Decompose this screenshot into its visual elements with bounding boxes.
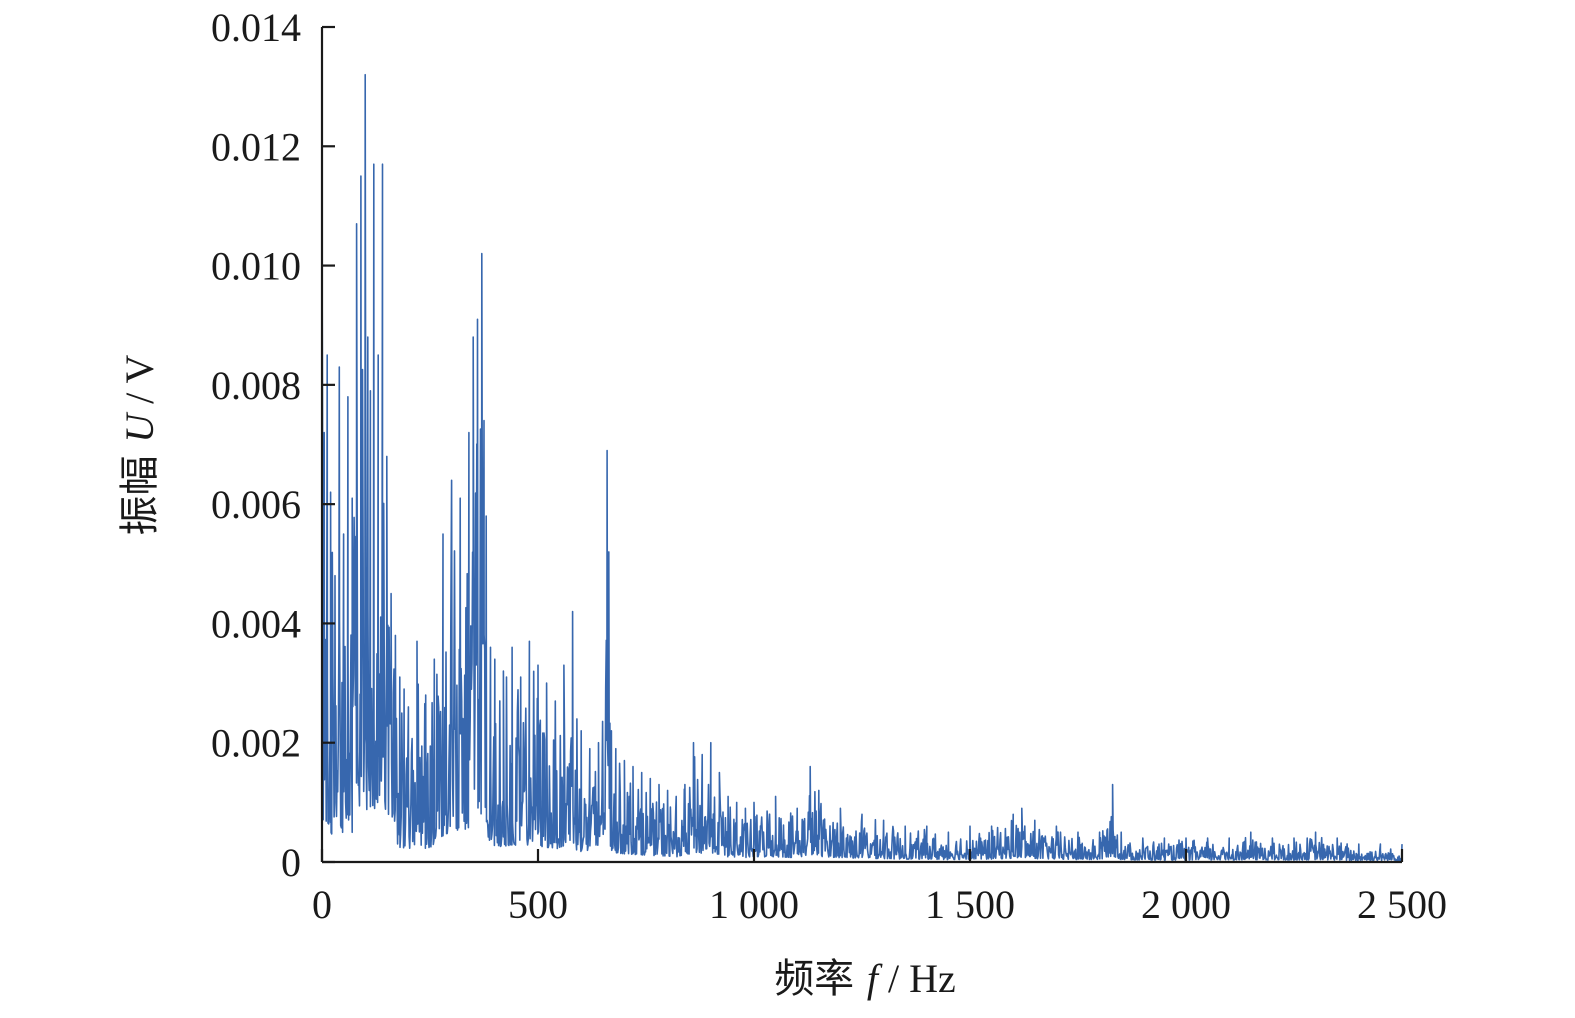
spectrum-data-layer: [321, 73, 1403, 862]
x-tick-label: 2 500: [1357, 882, 1447, 927]
y-tick-label: 0.002: [211, 721, 301, 766]
y-tick-label: 0.004: [211, 601, 301, 646]
y-tick-label: 0.008: [211, 363, 301, 408]
y-axis-ticks: 0 0.002 0.004 0.006 0.008 0.010 0.012 0.014: [211, 5, 335, 885]
x-tick-label: 2 000: [1141, 882, 1231, 927]
x-axis-title: 频率 f / Hz: [774, 956, 956, 1002]
y-tick-label: 0.012: [211, 124, 301, 169]
x-axis-title-prefix: 频率: [774, 956, 867, 1002]
y-axis-title-unit: / V: [117, 354, 162, 413]
x-axis-ticks: 0 500 1 000 1 500 2 000 2 500: [312, 849, 1447, 927]
y-tick-label: 0.006: [211, 482, 301, 527]
y-tick-label: 0.014: [211, 5, 301, 50]
x-tick-label: 1 500: [925, 882, 1015, 927]
x-tick-label: 0: [312, 882, 332, 927]
y-tick-label: 0.010: [211, 244, 301, 289]
y-axis-title: 振幅 U / V: [117, 354, 163, 535]
x-tick-label: 500: [508, 882, 568, 927]
spectrum-series-line: [321, 73, 1403, 862]
y-axis-title-prefix: 振幅: [117, 443, 163, 536]
y-tick-label: 0: [281, 840, 301, 885]
y-axis-title-variable: U: [117, 411, 162, 443]
x-axis-title-unit: / Hz: [878, 956, 956, 1001]
x-tick-label: 1 000: [709, 882, 799, 927]
